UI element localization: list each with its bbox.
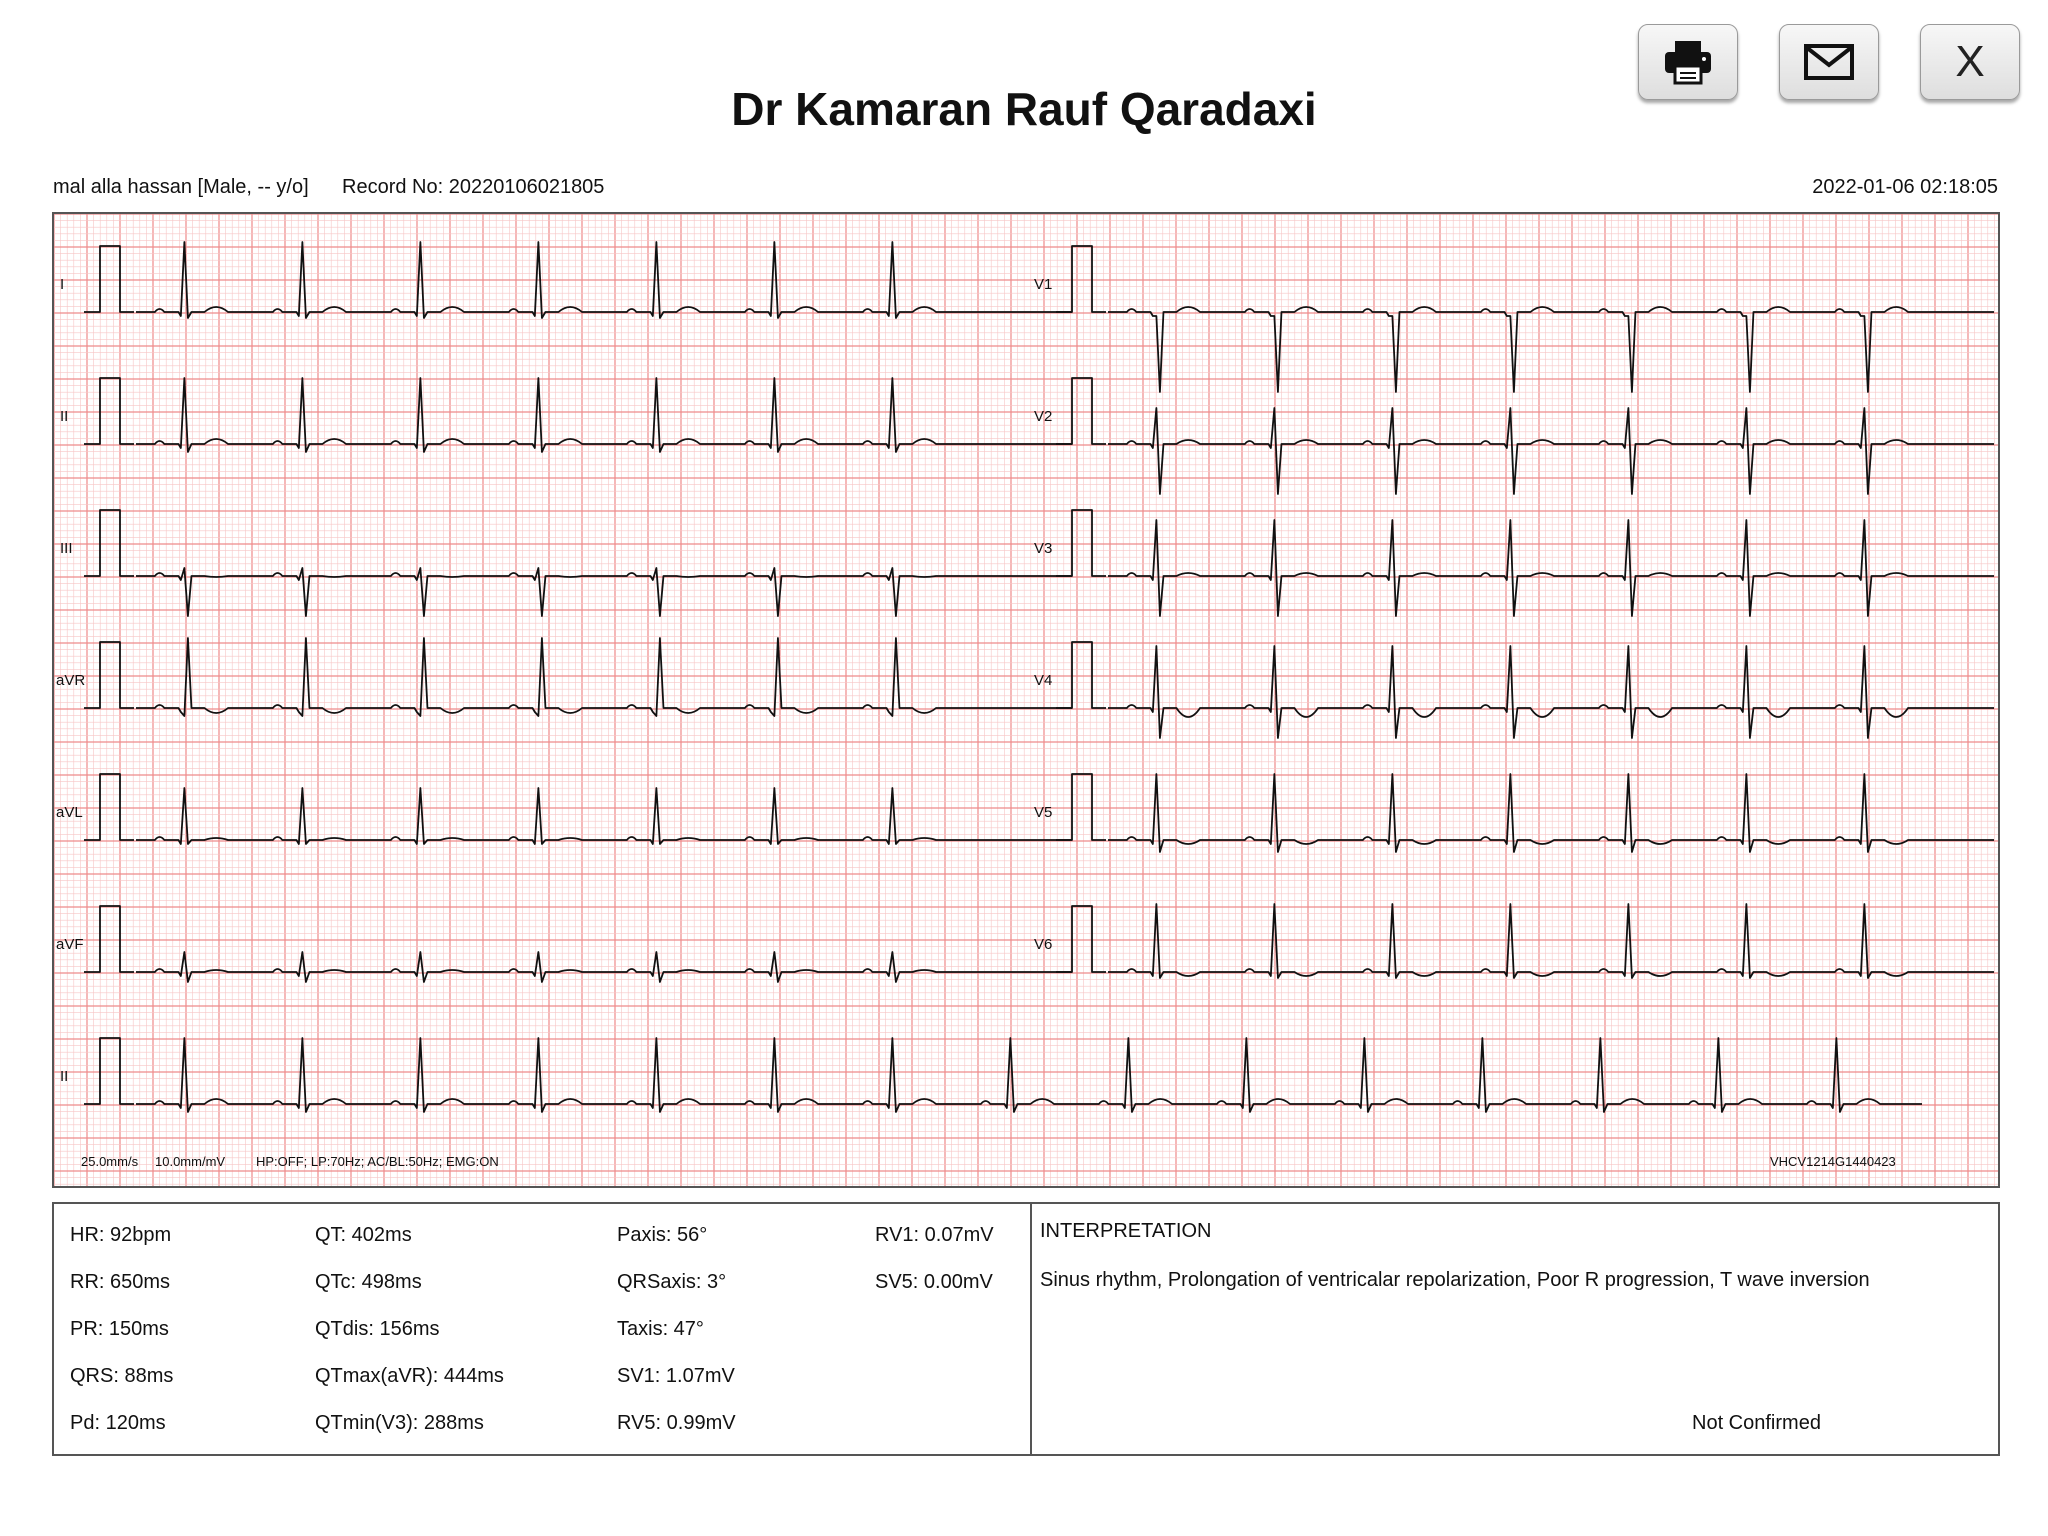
email-button[interactable]	[1779, 24, 1879, 100]
interpretation-heading: INTERPRETATION	[1040, 1220, 1212, 1242]
measure-rv1: RV1: 0.07mV	[875, 1224, 994, 1246]
record-datetime: 2022-01-06 02:18:05	[1812, 176, 1998, 198]
measure-sv1: SV1: 1.07mV	[617, 1365, 735, 1387]
lead-label-V1: V1	[1034, 276, 1053, 293]
close-label: X	[1955, 37, 1985, 86]
panel-divider	[1030, 1204, 1032, 1454]
page-title: Dr Kamaran Rauf Qaradaxi	[731, 83, 1317, 135]
lead-label-V6: V6	[1034, 936, 1053, 953]
measure-hr: HR: 92bpm	[70, 1224, 172, 1246]
filter-settings: HP:OFF; LP:70Hz; AC/BL:50Hz; EMG:ON	[256, 1154, 499, 1169]
lead-label-II: II	[60, 408, 69, 425]
calibration-left-2	[84, 509, 134, 577]
measure-pd: Pd: 120ms	[70, 1412, 166, 1434]
lead-label-V4: V4	[1034, 672, 1053, 689]
measure-qrsaxis: QRSaxis: 3°	[617, 1271, 727, 1293]
trace-aVF	[136, 951, 1072, 983]
calibration-right-3	[1056, 641, 1106, 709]
trace-III	[136, 567, 1072, 617]
calibration-right-2	[1056, 509, 1106, 577]
lead-label-V5: V5	[1034, 804, 1053, 821]
calibration-right-1	[1056, 377, 1106, 445]
trace-V5	[1108, 773, 1994, 853]
lead-label-V2: V2	[1034, 408, 1053, 425]
trace-V1	[1108, 306, 1994, 393]
measure-rv5: RV5: 0.99mV	[617, 1412, 736, 1434]
calibration-rhythm	[84, 1037, 134, 1105]
lead-label-aVL: aVL	[56, 804, 83, 821]
measure-qtmin: QTmin(V3): 288ms	[315, 1412, 484, 1434]
measure-paxis: Paxis: 56°	[617, 1224, 708, 1246]
ecg-grid-and-traces	[54, 214, 1998, 1186]
lead-label-III: III	[60, 540, 73, 557]
close-button[interactable]: X	[1920, 24, 2020, 100]
measure-sv5: SV5: 0.00mV	[875, 1271, 993, 1293]
trace-aVL	[136, 787, 1072, 845]
measure-qtc: QTc: 498ms	[315, 1271, 422, 1293]
calibration-right-4	[1056, 773, 1106, 841]
measurements-panel: HR: 92bpm RR: 650ms PR: 150ms QRS: 88ms …	[52, 1202, 2000, 1456]
ecg-chart: I II III aVR aVL aVF II V1 V2 V3 V4 V5 V…	[52, 212, 2000, 1188]
paper-speed: 25.0mm/s	[81, 1154, 139, 1169]
lead-label-aVR: aVR	[56, 672, 86, 689]
calibration-right-0	[1056, 245, 1106, 313]
trace-V4	[1108, 645, 1994, 739]
patient-info: mal alla hassan [Male, -- y/o]	[53, 176, 309, 198]
calibration-left-4	[84, 773, 134, 841]
gain-setting: 10.0mm/mV	[155, 1154, 226, 1169]
print-button[interactable]	[1638, 24, 1738, 100]
lead-label-V3: V3	[1034, 540, 1053, 557]
envelope-icon	[1804, 44, 1854, 80]
interpretation-text: Sinus rhythm, Prolongation of ventricala…	[1040, 1269, 1870, 1291]
measure-qrs: QRS: 88ms	[70, 1365, 174, 1387]
measure-qtdis: QTdis: 156ms	[315, 1318, 440, 1340]
measure-taxis: Taxis: 47°	[617, 1318, 704, 1340]
measure-pr: PR: 150ms	[70, 1318, 169, 1340]
calibration-left-1	[84, 377, 134, 445]
lead-label-I: I	[60, 276, 65, 293]
calibration-right-5	[1056, 905, 1106, 973]
measure-rr: RR: 650ms	[70, 1271, 171, 1293]
calibration-left-5	[84, 905, 134, 973]
calibration-left-3	[84, 641, 134, 709]
measure-qt: QT: 402ms	[315, 1224, 412, 1246]
trace-aVR	[136, 637, 1072, 717]
device-id: VHCV1214G1440423	[1770, 1154, 1896, 1169]
trace-I	[136, 241, 1072, 319]
trace-V6	[1108, 903, 1994, 979]
trace-V2	[1108, 407, 1994, 495]
trace-II-rhythm	[136, 1037, 1922, 1113]
calibration-left-0	[84, 245, 134, 313]
confirmation-status: Not Confirmed	[1692, 1412, 1821, 1434]
record-number: Record No: 20220106021805	[342, 176, 605, 198]
trace-II	[136, 377, 1072, 453]
lead-label-aVF: aVF	[56, 936, 84, 953]
lead-label-II-rhythm: II	[60, 1068, 69, 1085]
printer-icon	[1665, 41, 1711, 85]
trace-V3	[1108, 519, 1994, 617]
measure-qtmax: QTmax(aVR): 444ms	[315, 1365, 504, 1387]
